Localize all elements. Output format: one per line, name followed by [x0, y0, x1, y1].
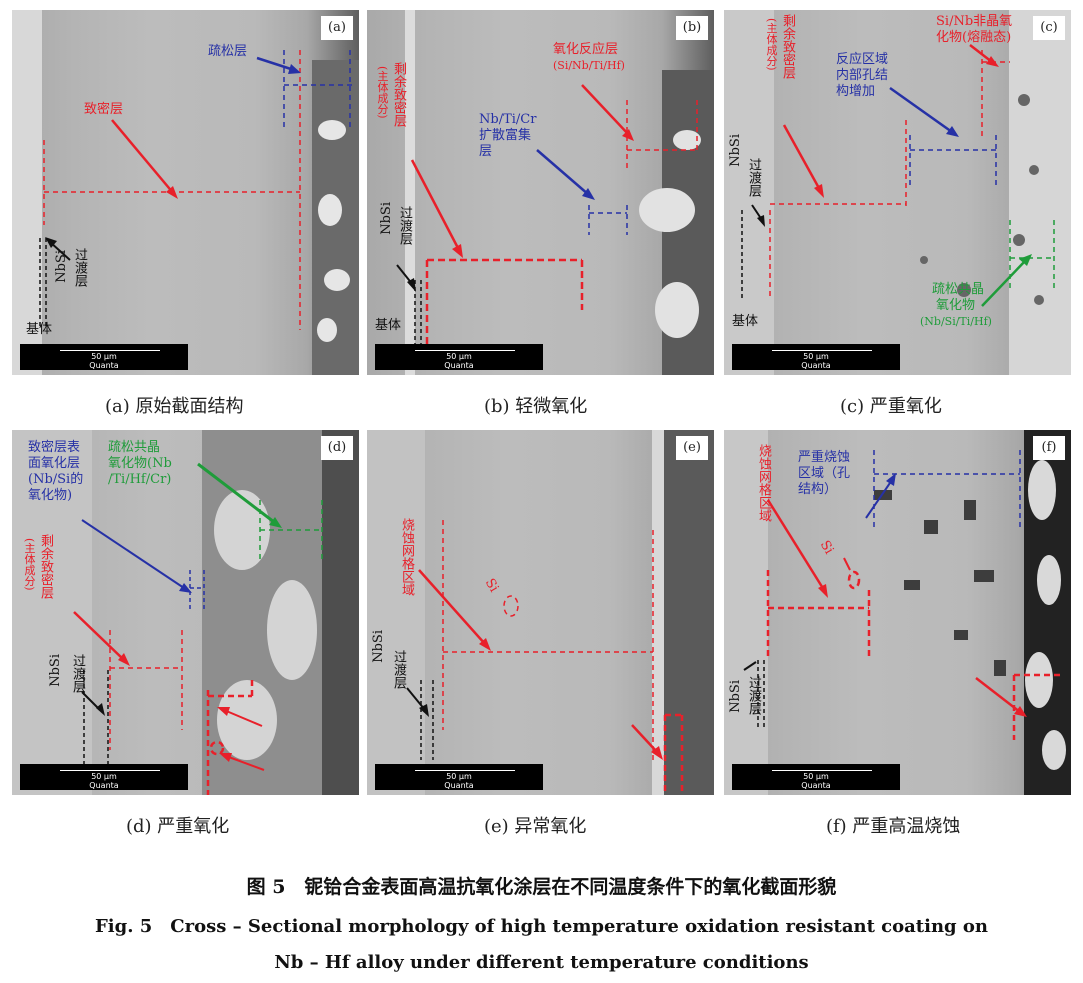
label-surface-oxide-3: (Nb/Si的	[28, 472, 84, 487]
label-transition-layer: 过渡层	[70, 654, 85, 693]
label-substrate: 基体	[375, 318, 402, 333]
label-loose-layer: 疏松层	[208, 44, 248, 59]
label-loose-composition: (Nb/Si/Ti/Hf)	[920, 315, 992, 328]
panel-f-overlay	[724, 430, 1071, 795]
label-loose-eutectic: 疏松共晶	[932, 282, 985, 297]
sem-panel-e: (e) 烧蚀网格区域 Si 过渡层 NbSi 50 μm Quanta	[367, 430, 714, 795]
label-main-component: (主体成分)	[765, 18, 778, 71]
label-transition-layer: 过渡层	[72, 248, 87, 287]
label-transition-layer: 过渡层	[746, 158, 761, 197]
label-nbsi: NbSi	[54, 250, 69, 283]
label-nbsi: NbSi	[728, 680, 743, 713]
panel-a-id: (a)	[321, 16, 353, 40]
label-loose-oxide: 氧化物(Nb	[108, 456, 172, 471]
label-residual-dense: 剩余致密层	[780, 14, 795, 79]
label-substrate: 基体	[26, 322, 53, 337]
panel-b-overlay	[396, 10, 714, 375]
figure-title-en-2: Nb – Hf alloy under different temperatur…	[274, 952, 809, 973]
sem-panel-a: (a) 疏松层 致密层 过渡层 NbSi 基体 50 μm Quanta	[12, 10, 359, 375]
label-loose-composition: /Ti/Hf/Cr)	[108, 472, 172, 487]
label-diffusion-enriched: 扩散富集	[479, 128, 532, 143]
scale-bar: 50 μm Quanta	[20, 344, 188, 370]
panel-c-overlay	[724, 10, 1071, 375]
label-transition-layer: 过渡层	[391, 650, 406, 689]
sem-panel-b: (b) 氧化反应层 (Si/Nb/Ti/Hf) Nb/Ti/Cr 扩散富集 层 …	[367, 10, 714, 375]
label-reaction-zone: 反应区域	[836, 52, 889, 67]
label-oxidation-layer: 氧化反应层	[553, 42, 619, 57]
label-residual-dense: 剩余致密层	[38, 534, 53, 599]
panel-d-overlay	[12, 430, 359, 795]
panel-c-id: (c)	[1033, 16, 1065, 40]
panel-a-overlay	[12, 10, 359, 375]
label-residual-dense: 剩余致密层	[391, 62, 406, 127]
label-ablation-grid: 烧蚀网格区域	[756, 444, 771, 522]
label-nbsi: NbSi	[728, 134, 743, 167]
sem-panel-d: (d) 致密层表 面氧化层 (Nb/Si的 氧化物) 疏松共晶 氧化物(Nb /…	[12, 430, 359, 795]
label-substrate: 基体	[732, 314, 759, 329]
label-diffusion-layer: 层	[479, 144, 493, 159]
label-amorphous-oxide: Si/Nb非晶氧	[936, 14, 1013, 29]
caption-e: (e) 异常氧化	[484, 816, 587, 837]
caption-b: (b) 轻微氧化	[484, 396, 588, 417]
label-oxidation-composition: (Si/Nb/Ti/Hf)	[553, 59, 625, 72]
caption-f: (f) 严重高温烧蚀	[826, 816, 961, 837]
figure-title-cn: 图 5 铌铪合金表面高温抗氧化涂层在不同温度条件下的氧化截面形貌	[246, 876, 837, 898]
scale-bar: 50 μm Quanta	[732, 764, 900, 790]
panel-d-id: (d)	[321, 436, 353, 460]
label-severe-ablation-2: 区域（孔	[798, 466, 851, 481]
panel-e-overlay	[367, 430, 714, 795]
caption-c: (c) 严重氧化	[840, 396, 942, 417]
panel-e-id: (e)	[676, 436, 708, 460]
label-molten-state: 化物(熔融态)	[936, 30, 1012, 45]
caption-d: (d) 严重氧化	[126, 816, 230, 837]
label-main-component: (主体成分)	[376, 66, 389, 119]
scale-bar: 50 μm Quanta	[20, 764, 188, 790]
label-loose-eutectic: 疏松共晶	[108, 440, 161, 455]
label-diffusion-elements: Nb/Ti/Cr	[479, 112, 537, 127]
panel-f-id: (f)	[1033, 436, 1065, 460]
label-structure-increase: 构增加	[836, 84, 876, 99]
label-dense-layer: 致密层	[84, 102, 124, 117]
label-nbsi: NbSi	[371, 630, 386, 663]
label-severe-ablation-1: 严重烧蚀	[798, 450, 851, 465]
sem-panel-c: (c) Si/Nb非晶氧 化物(熔融态) 反应区域 内部孔结 构增加 剩余致密层…	[724, 10, 1071, 375]
label-surface-oxide-2: 面氧化层	[28, 456, 81, 471]
figure-title-en-1: Fig. 5 Cross – Sectional morphology of h…	[95, 916, 988, 937]
scale-bar: 50 μm Quanta	[732, 344, 900, 370]
label-ablation-grid: 烧蚀网格区域	[399, 518, 414, 596]
label-surface-oxide-4: 氧化物)	[28, 488, 73, 503]
label-severe-ablation-3: 结构）	[798, 482, 838, 497]
label-transition-layer: 过渡层	[397, 206, 412, 245]
label-nbsi: NbSi	[379, 202, 394, 235]
label-surface-oxide-1: 致密层表	[28, 440, 81, 455]
caption-a: (a) 原始截面结构	[105, 396, 244, 417]
label-main-component: (主体成分)	[23, 538, 36, 591]
panel-b-id: (b)	[676, 16, 708, 40]
label-internal-pores: 内部孔结	[836, 68, 889, 83]
label-loose-oxide: 氧化物	[936, 298, 976, 313]
scale-bar: 50 μm Quanta	[375, 764, 543, 790]
sem-panel-f: (f) 烧蚀网格区域 严重烧蚀 区域（孔 结构） Si 过渡层 NbSi 50 …	[724, 430, 1071, 795]
scale-bar: 50 μm Quanta	[375, 344, 543, 370]
label-nbsi: NbSi	[48, 654, 63, 687]
label-transition-layer: 过渡层	[746, 676, 761, 715]
